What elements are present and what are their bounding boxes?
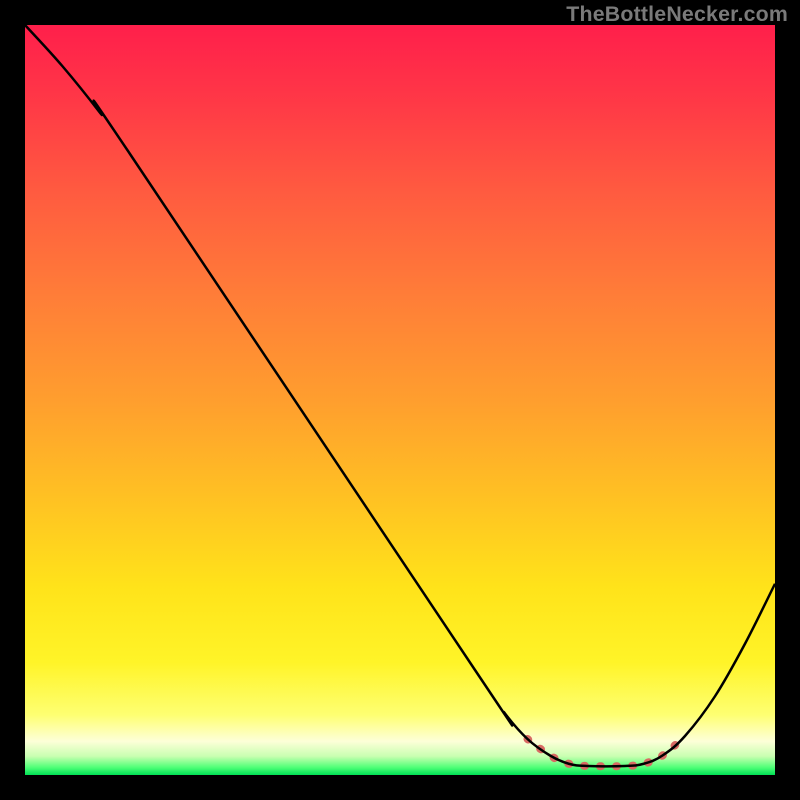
plot-background: [25, 25, 775, 775]
watermark-text: TheBottleNecker.com: [566, 2, 788, 27]
bottleneck-chart: [0, 0, 800, 800]
chart-container: { "watermark": { "text": "TheBottleNecke…: [0, 0, 800, 800]
